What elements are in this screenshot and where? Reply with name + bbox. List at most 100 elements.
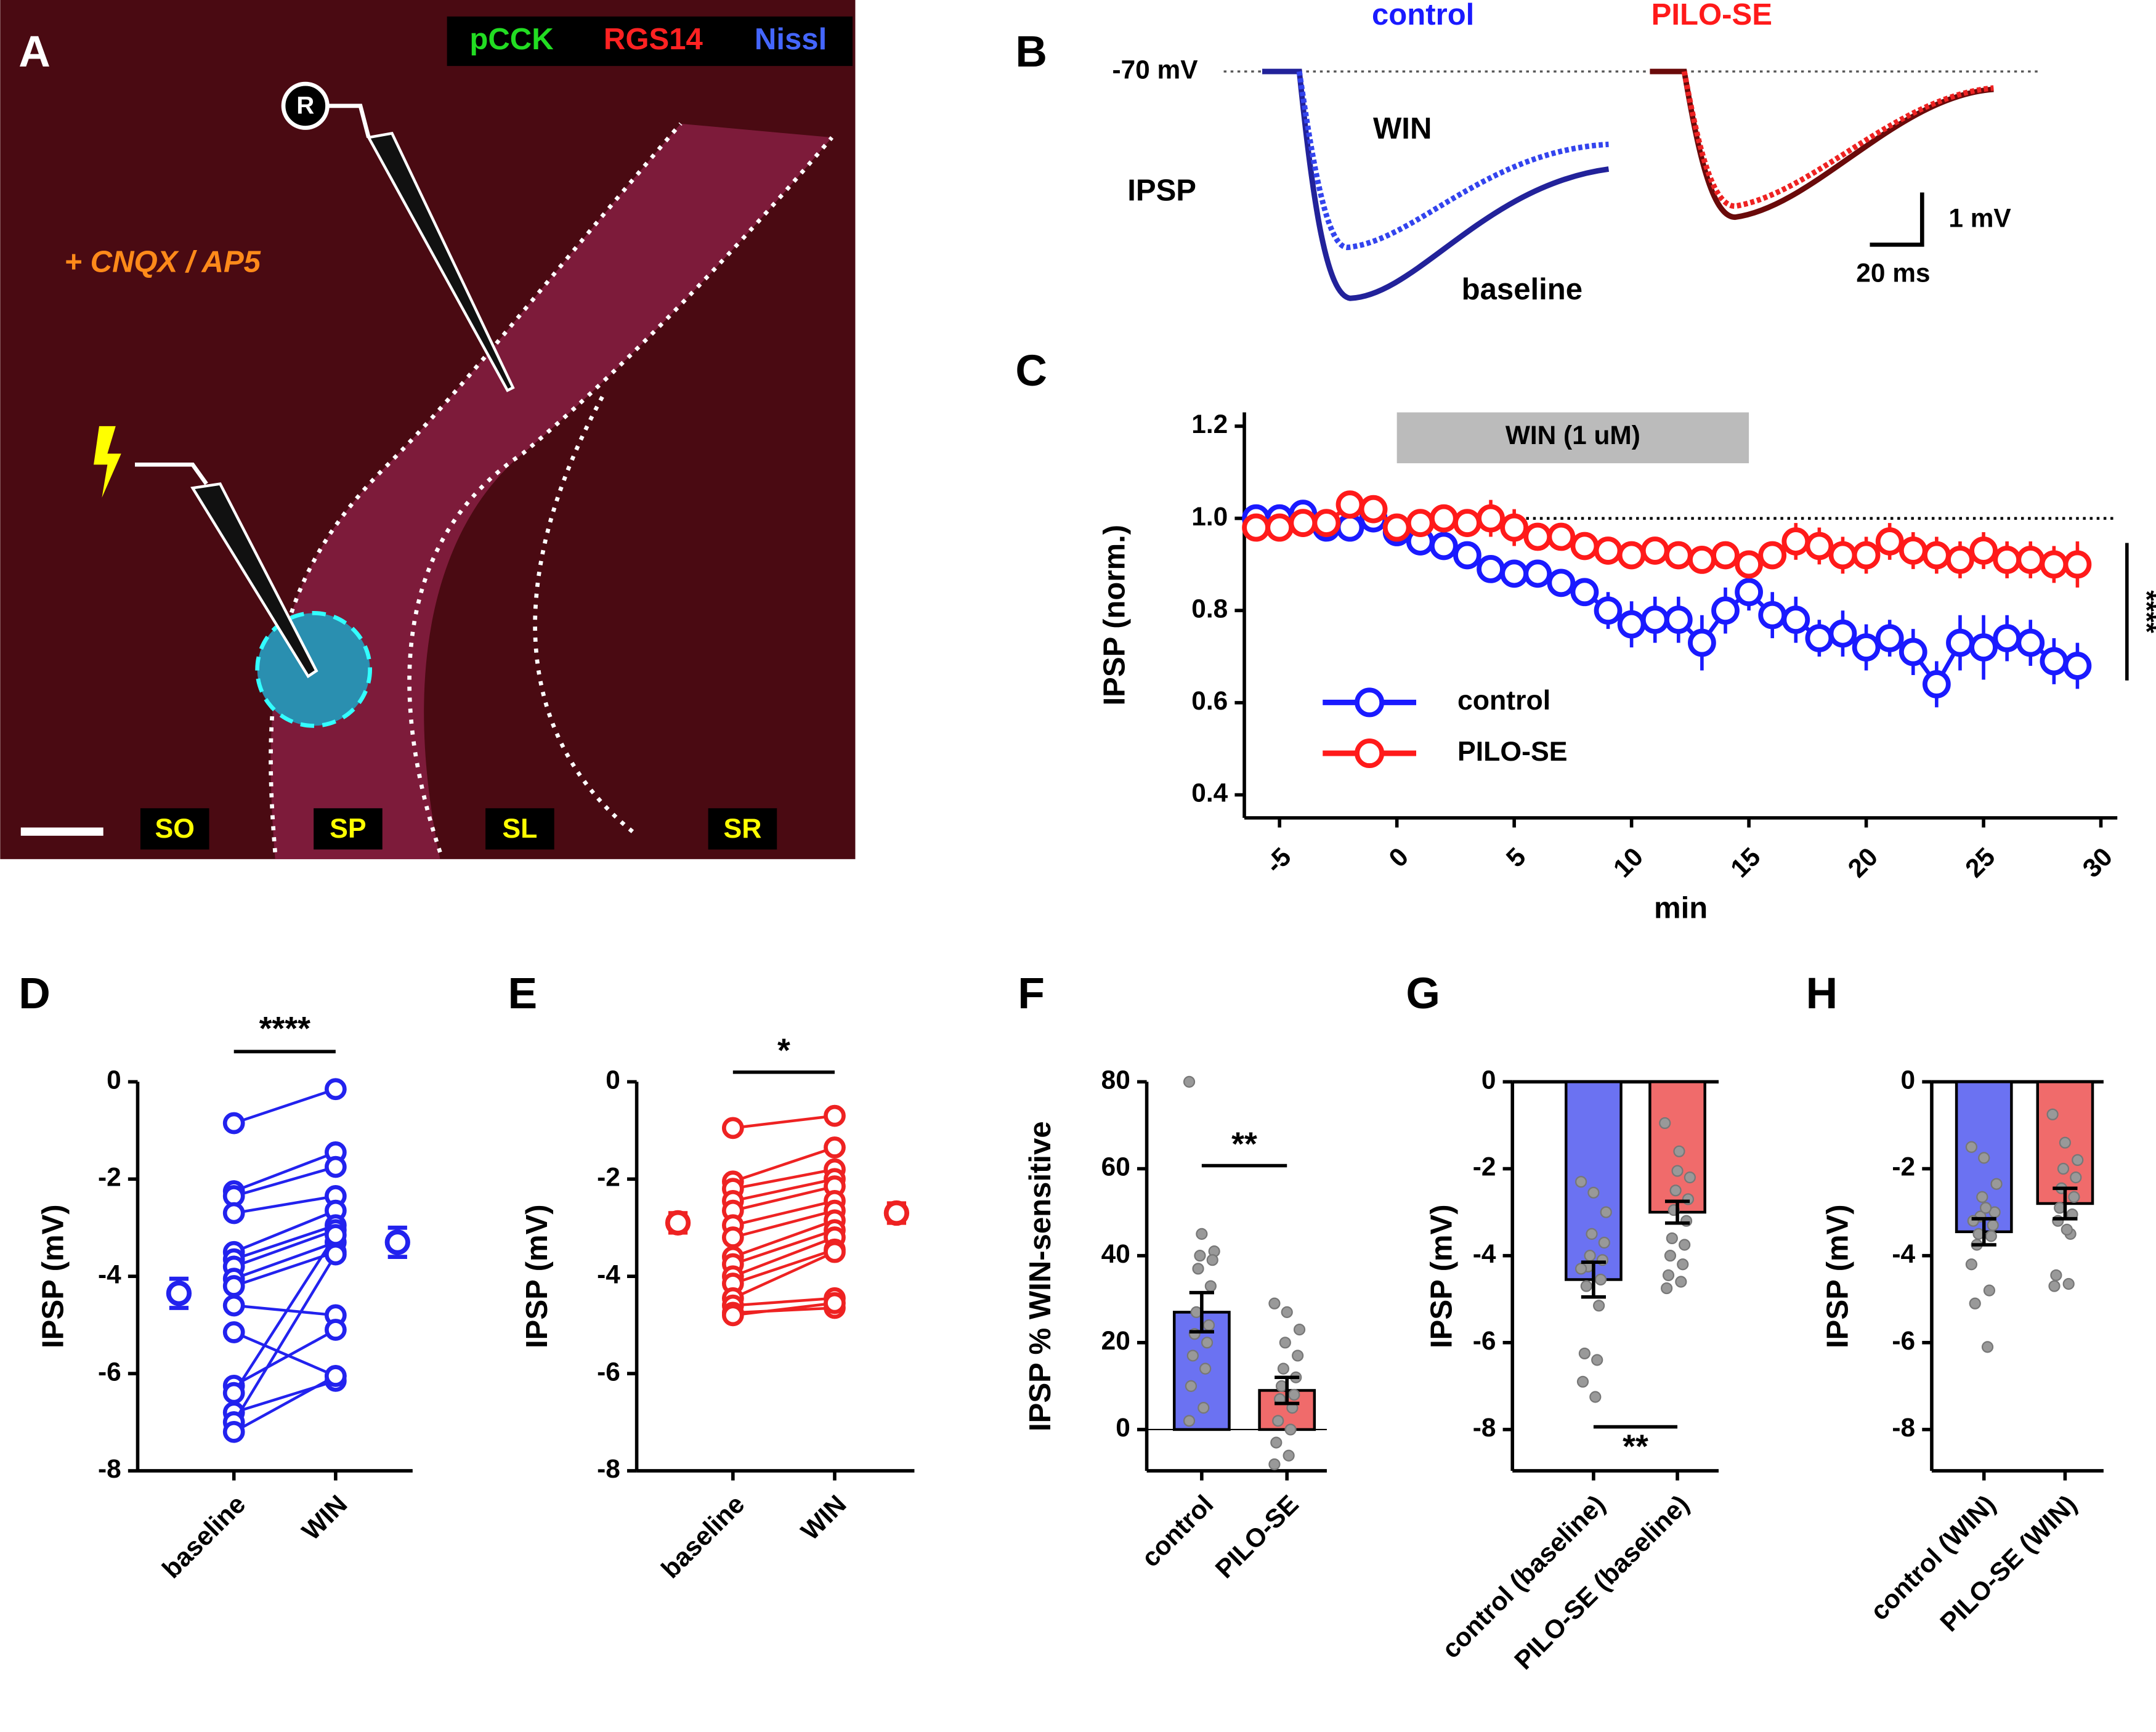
y-tick-label: -4 (98, 1260, 121, 1289)
point (222, 1420, 245, 1443)
electrode-wire (327, 103, 371, 139)
series-line (1256, 511, 2078, 689)
scale-bar (1870, 192, 1924, 247)
y-tick-label: 0 (606, 1066, 620, 1095)
pair-line (233, 1151, 336, 1193)
trace-win (1296, 71, 1609, 251)
point (1688, 628, 1716, 657)
y-tick-label: -2 (1473, 1152, 1496, 1181)
pair-line (732, 1184, 835, 1212)
point (1382, 513, 1411, 542)
y-tick-label: -6 (1473, 1326, 1496, 1355)
point (1183, 1075, 1196, 1088)
point (1875, 527, 1904, 556)
pair-line (732, 1219, 835, 1258)
point (1204, 1280, 1217, 1292)
pair-line (232, 1234, 337, 1394)
x-tick-label: PILO-SE (WIN) (1934, 1489, 2082, 1637)
baseline-label: baseline (1462, 273, 1583, 306)
point (1523, 522, 1552, 551)
legend-marker (1355, 739, 1385, 768)
y-tick-label: -6 (98, 1357, 121, 1386)
point (1711, 596, 1740, 625)
point (2062, 1277, 2075, 1290)
point (1185, 1380, 1198, 1392)
point (222, 1112, 245, 1135)
point (2046, 1108, 2059, 1120)
point (2040, 550, 2069, 579)
point (1664, 605, 1693, 634)
point (1594, 1273, 1607, 1286)
point (2068, 1191, 2080, 1203)
y-tick-label: -2 (1892, 1152, 1915, 1181)
panel-letter: A (18, 27, 51, 76)
y-axis-label: IPSP (norm.) (1098, 525, 1131, 706)
y-tick-label: -6 (1892, 1326, 1915, 1355)
point (1675, 1276, 1687, 1288)
significance: ** (1231, 1126, 1257, 1162)
point (1477, 504, 1505, 533)
point (1406, 509, 1435, 537)
point (1198, 1402, 1210, 1414)
point (1453, 541, 1481, 570)
point (1477, 555, 1505, 583)
point (1284, 1423, 1297, 1436)
point (1987, 1219, 1999, 1231)
point (222, 1202, 245, 1224)
point (1429, 532, 1458, 560)
pair-line (732, 1250, 835, 1300)
point (1289, 509, 1318, 537)
point (1292, 1350, 1304, 1362)
bar (1565, 1080, 1623, 1281)
layer-box (485, 808, 554, 850)
point (1192, 1263, 1204, 1275)
point (1664, 541, 1693, 570)
point (1993, 624, 2022, 652)
group-label: PILO-SE (1651, 0, 1772, 31)
point (1978, 1152, 1990, 1164)
pair-line (233, 1240, 336, 1281)
point (1669, 1184, 1682, 1197)
point (2016, 628, 2045, 657)
point (1617, 541, 1646, 570)
point (2057, 1162, 2070, 1175)
point (1828, 541, 1857, 570)
point (1547, 569, 1576, 597)
significance: * (777, 1033, 790, 1069)
pair-line (233, 1209, 336, 1253)
y-tick-label: -2 (597, 1162, 620, 1191)
point (824, 1292, 846, 1314)
point (1758, 601, 1787, 629)
y-tick-label: -8 (597, 1454, 620, 1483)
point (1288, 1388, 1300, 1401)
point (1587, 1186, 1600, 1199)
layer-box (140, 808, 209, 850)
point (1594, 536, 1623, 565)
point (1574, 1263, 1587, 1275)
y-tick-label: 0.4 (1191, 779, 1228, 807)
point (1922, 541, 1951, 570)
stain-key (447, 16, 853, 67)
point (1591, 1354, 1603, 1366)
point (1594, 596, 1623, 625)
point (1662, 1269, 1675, 1282)
point (2048, 1280, 2061, 1292)
x-tick-label: baseline (156, 1489, 251, 1584)
point (222, 1382, 245, 1404)
point (1312, 509, 1341, 537)
point (1852, 633, 1881, 662)
x-tick-label: -5 (1260, 842, 1297, 879)
point (1677, 1258, 1689, 1271)
y-tick-label: -6 (597, 1357, 620, 1386)
scale-label: 20 ms (1856, 259, 1930, 288)
stain-label: Nissl (755, 23, 827, 56)
pair-line (233, 1375, 336, 1433)
point (1283, 1449, 1295, 1462)
point (1570, 578, 1599, 607)
point (222, 1275, 245, 1297)
legend-label: PILO-SE (1457, 737, 1568, 767)
point (1664, 1250, 1677, 1262)
pair-line (233, 1250, 336, 1288)
point (1593, 1300, 1605, 1312)
